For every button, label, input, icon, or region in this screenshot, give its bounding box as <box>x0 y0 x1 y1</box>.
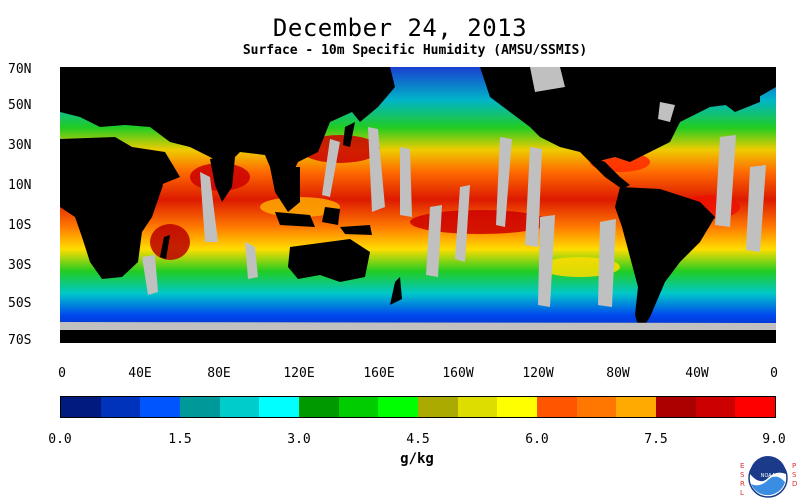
missing-data-swaths <box>60 67 776 330</box>
noaa-emblem-bottom <box>751 476 785 496</box>
lat-label-30n: 30N <box>8 138 32 153</box>
colorbar-swatch-12 <box>537 397 577 417</box>
lon-label-80e: 80E <box>207 366 231 381</box>
colorbar-tick-4: 6.0 <box>525 432 549 447</box>
lat-label-10n: 10N <box>8 178 32 193</box>
colorbar-swatch-0 <box>61 397 101 417</box>
logo-letter-e: E <box>740 462 744 470</box>
lon-label-40w: 40W <box>685 366 709 381</box>
lat-label-70s: 70S <box>8 333 32 348</box>
lat-label-30s: 30S <box>8 258 32 273</box>
colorbar-swatch-9 <box>418 397 458 417</box>
colorbar-swatch-4 <box>219 397 260 417</box>
lat-label-50n: 50N <box>8 98 32 113</box>
lon-label-160e: 160E <box>363 366 395 381</box>
lon-label-120w: 120W <box>522 366 554 381</box>
colorbar-units: g/kg <box>400 451 434 467</box>
colorbar-swatch-7 <box>338 397 379 417</box>
colorbar-swatch-8 <box>378 397 419 417</box>
humidity-map-graphic <box>60 67 776 343</box>
colorbar-swatch-13 <box>576 397 617 417</box>
colorbar-swatch-16 <box>695 397 736 417</box>
land-masses <box>60 67 776 343</box>
map-subtitle: Surface - 10m Specific Humidity (AMSU/SS… <box>242 43 588 58</box>
noaa-emblem-text: NOAA <box>761 473 776 479</box>
colorbar-swatch-2 <box>140 397 181 417</box>
noaa-logo: E S R L P S D NOAA <box>740 456 797 498</box>
map-title: December 24, 2013 <box>272 14 528 42</box>
lat-label-10s: 10S <box>8 218 32 233</box>
logo-letter-r: R <box>740 480 745 488</box>
colorbar-swatch-11 <box>497 397 538 417</box>
lon-label-80w: 80W <box>606 366 630 381</box>
lon-label-0: 0 <box>58 366 66 381</box>
colorbar-tick-0: 0.0 <box>48 432 72 447</box>
colorbar <box>60 396 776 418</box>
colorbar-swatch-15 <box>656 397 696 417</box>
colorbar-tick-6: 9.0 <box>762 432 786 447</box>
lat-label-50s: 50S <box>8 296 32 311</box>
colorbar-swatch-14 <box>616 397 657 417</box>
colorbar-swatch-1 <box>100 397 141 417</box>
lon-label-160w: 160W <box>442 366 474 381</box>
logo-letter-l: L <box>740 489 744 497</box>
colorbar-swatch-17 <box>735 397 776 417</box>
humidity-map <box>60 67 776 343</box>
logo-letter-p: P <box>792 462 796 470</box>
colorbar-tick-5: 7.5 <box>644 432 668 447</box>
colorbar-tick-3: 4.5 <box>406 432 430 447</box>
lon-label-0-east: 0 <box>770 366 778 381</box>
lat-label-70n: 70N <box>8 62 32 77</box>
noaa-emblem-top <box>750 456 786 482</box>
logo-letter-s2: S <box>792 471 797 479</box>
colorbar-swatch-6 <box>299 397 339 417</box>
logo-letter-d: D <box>792 480 797 488</box>
colorbar-tick-2: 3.0 <box>287 432 311 447</box>
colorbar-swatch-5 <box>259 397 300 417</box>
lon-label-40e: 40E <box>128 366 152 381</box>
colorbar-tick-1: 1.5 <box>168 432 192 447</box>
logo-letter-s: S <box>740 471 745 479</box>
lon-label-120e: 120E <box>283 366 315 381</box>
colorbar-swatch-10 <box>457 397 498 417</box>
colorbar-swatch-3 <box>180 397 220 417</box>
